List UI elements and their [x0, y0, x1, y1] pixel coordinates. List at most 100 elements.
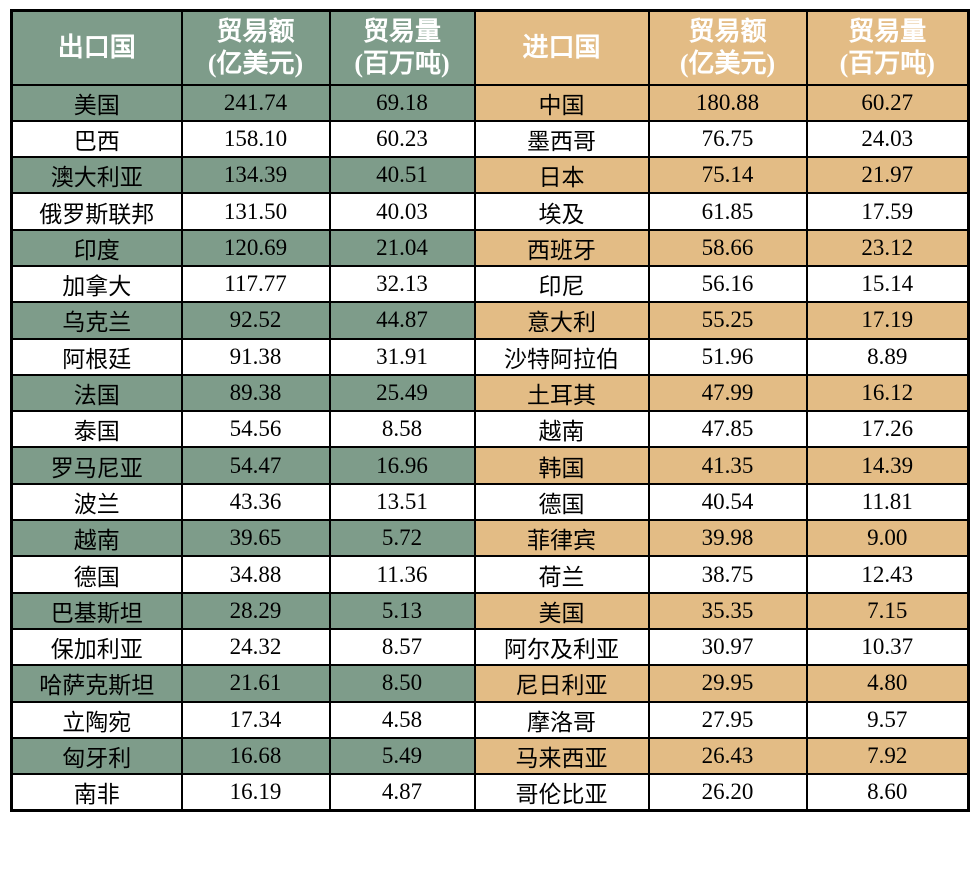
importer-volume-cell: 4.80 — [805, 664, 970, 703]
exporter-country-cell: 俄罗斯联邦 — [10, 192, 183, 231]
exporter-volume-cell: 60.23 — [328, 119, 476, 159]
table-row: 巴基斯坦 28.29 5.13 美国 35.35 7.15 — [10, 591, 970, 630]
exporter-country-cell: 印度 — [10, 228, 183, 267]
importer-volume-cell: 16.12 — [805, 373, 970, 413]
exporter-value-cell: 54.56 — [180, 410, 331, 449]
exporter-volume-cell: 40.03 — [328, 192, 476, 231]
table-row: 泰国 54.56 8.58 越南 47.85 17.26 — [10, 410, 970, 449]
table-row: 保加利亚 24.32 8.57 阿尔及利亚 30.97 10.37 — [10, 627, 970, 667]
importer-country-cell: 韩国 — [473, 446, 650, 485]
exporter-volume-cell: 5.72 — [328, 519, 476, 558]
importer-value-cell: 26.43 — [647, 736, 808, 776]
importer-value-cell: 47.85 — [647, 410, 808, 449]
importer-value-cell: 47.99 — [647, 373, 808, 413]
importer-country-cell: 日本 — [473, 156, 650, 195]
exporter-volume-cell: 25.49 — [328, 373, 476, 413]
exporter-value-cell: 34.88 — [180, 555, 331, 594]
header-import-volume: 贸易量 (百万吨) — [805, 9, 970, 86]
exporter-value-cell: 21.61 — [180, 664, 331, 703]
importer-country-cell: 德国 — [473, 482, 650, 522]
importer-value-cell: 75.14 — [647, 156, 808, 195]
header-export-value: 贸易额 (亿美元) — [180, 9, 331, 86]
exporter-volume-cell: 5.13 — [328, 591, 476, 630]
table-row: 乌克兰 92.52 44.87 意大利 55.25 17.19 — [10, 301, 970, 340]
exporter-volume-cell: 4.87 — [328, 773, 476, 812]
exporter-country-cell: 巴西 — [10, 119, 183, 159]
exporter-value-cell: 17.34 — [180, 700, 331, 739]
table-row: 加拿大 117.77 32.13 印尼 56.16 15.14 — [10, 264, 970, 304]
exporter-volume-cell: 16.96 — [328, 446, 476, 485]
exporter-value-cell: 54.47 — [180, 446, 331, 485]
exporter-country-cell: 立陶宛 — [10, 700, 183, 739]
exporter-value-cell: 16.68 — [180, 736, 331, 776]
exporter-country-cell: 巴基斯坦 — [10, 591, 183, 630]
importer-volume-cell: 21.97 — [805, 156, 970, 195]
importer-value-cell: 29.95 — [647, 664, 808, 703]
table-row: 罗马尼亚 54.47 16.96 韩国 41.35 14.39 — [10, 446, 970, 485]
header-export-volume: 贸易量 (百万吨) — [328, 9, 476, 86]
importer-country-cell: 越南 — [473, 410, 650, 449]
exporter-volume-cell: 21.04 — [328, 228, 476, 267]
importer-volume-cell: 15.14 — [805, 264, 970, 304]
exporter-country-cell: 波兰 — [10, 482, 183, 522]
importer-value-cell: 56.16 — [647, 264, 808, 304]
exporter-value-cell: 134.39 — [180, 156, 331, 195]
importer-volume-cell: 9.00 — [805, 519, 970, 558]
importer-country-cell: 印尼 — [473, 264, 650, 304]
exporter-volume-cell: 4.58 — [328, 700, 476, 739]
table-row: 阿根廷 91.38 31.91 沙特阿拉伯 51.96 8.89 — [10, 337, 970, 376]
importer-country-cell: 菲律宾 — [473, 519, 650, 558]
table-row: 法国 89.38 25.49 土耳其 47.99 16.12 — [10, 373, 970, 413]
table-row: 俄罗斯联邦 131.50 40.03 埃及 61.85 17.59 — [10, 192, 970, 231]
importer-value-cell: 61.85 — [647, 192, 808, 231]
exporter-country-cell: 加拿大 — [10, 264, 183, 304]
exporter-country-cell: 匈牙利 — [10, 736, 183, 776]
importer-country-cell: 荷兰 — [473, 555, 650, 594]
importer-country-cell: 马来西亚 — [473, 736, 650, 776]
importer-value-cell: 30.97 — [647, 627, 808, 667]
importer-country-cell: 西班牙 — [473, 228, 650, 267]
table-row: 越南 39.65 5.72 菲律宾 39.98 9.00 — [10, 519, 970, 558]
importer-value-cell: 51.96 — [647, 337, 808, 376]
exporter-value-cell: 131.50 — [180, 192, 331, 231]
importer-country-cell: 意大利 — [473, 301, 650, 340]
importer-value-cell: 35.35 — [647, 591, 808, 630]
exporter-volume-cell: 40.51 — [328, 156, 476, 195]
exporter-country-cell: 澳大利亚 — [10, 156, 183, 195]
exporter-value-cell: 117.77 — [180, 264, 331, 304]
importer-value-cell: 76.75 — [647, 119, 808, 159]
exporter-volume-cell: 8.58 — [328, 410, 476, 449]
exporter-volume-cell: 69.18 — [328, 83, 476, 122]
exporter-country-cell: 哈萨克斯坦 — [10, 664, 183, 703]
importer-country-cell: 墨西哥 — [473, 119, 650, 159]
importer-value-cell: 39.98 — [647, 519, 808, 558]
exporter-country-cell: 德国 — [10, 555, 183, 594]
importer-country-cell: 阿尔及利亚 — [473, 627, 650, 667]
exporter-country-cell: 罗马尼亚 — [10, 446, 183, 485]
importer-volume-cell: 9.57 — [805, 700, 970, 739]
importer-value-cell: 26.20 — [647, 773, 808, 812]
importer-volume-cell: 8.60 — [805, 773, 970, 812]
exporter-country-cell: 美国 — [10, 83, 183, 122]
exporter-country-cell: 阿根廷 — [10, 337, 183, 376]
table-row: 波兰 43.36 13.51 德国 40.54 11.81 — [10, 482, 970, 522]
exporter-country-cell: 法国 — [10, 373, 183, 413]
exporter-value-cell: 39.65 — [180, 519, 331, 558]
table-body: 美国 241.74 69.18 中国 180.88 60.27 巴西 158.10 60.23 墨… — [10, 83, 970, 812]
header-row: 出口国 贸易额 (亿美元) 贸易量 (百万吨) 进口国 贸易额 (亿美元) 贸易… — [10, 9, 970, 86]
importer-volume-cell: 23.12 — [805, 228, 970, 267]
table-row: 印度 120.69 21.04 西班牙 58.66 23.12 — [10, 228, 970, 267]
table-row: 巴西 158.10 60.23 墨西哥 76.75 24.03 — [10, 119, 970, 159]
importer-volume-cell: 7.15 — [805, 591, 970, 630]
importer-country-cell: 尼日利亚 — [473, 664, 650, 703]
table-row: 美国 241.74 69.18 中国 180.88 60.27 — [10, 83, 970, 122]
exporter-country-cell: 南非 — [10, 773, 183, 812]
importer-value-cell: 40.54 — [647, 482, 808, 522]
exporter-value-cell: 241.74 — [180, 83, 331, 122]
exporter-country-cell: 乌克兰 — [10, 301, 183, 340]
importer-value-cell: 180.88 — [647, 83, 808, 122]
exporter-value-cell: 16.19 — [180, 773, 331, 812]
importer-volume-cell: 17.59 — [805, 192, 970, 231]
exporter-country-cell: 泰国 — [10, 410, 183, 449]
exporter-volume-cell: 31.91 — [328, 337, 476, 376]
